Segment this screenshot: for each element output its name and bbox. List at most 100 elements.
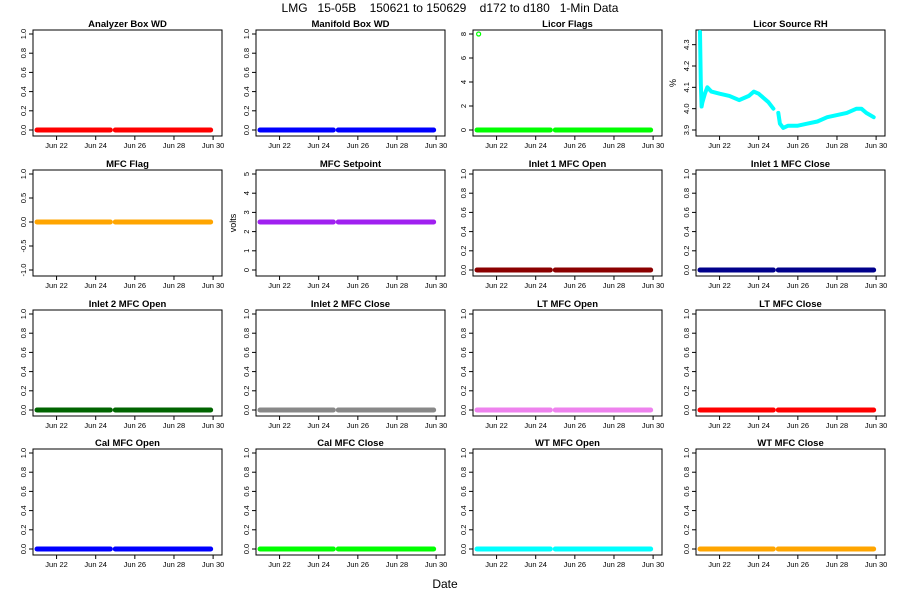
- x-tick-label: Jun 28: [603, 421, 626, 430]
- panel-4: Licor Source RH 3.9 4.0 4.1 4.2 4.3% Jun 22 Jun…: [668, 19, 887, 150]
- x-tick-label: Jun 24: [524, 421, 547, 430]
- y-tick-label: 0.6: [459, 207, 468, 217]
- x-tick-label: Jun 26: [347, 560, 370, 569]
- y-tick-label: 0.0: [19, 405, 28, 415]
- x-axis-label: Date: [432, 577, 458, 591]
- x-tick-label: Jun 30: [425, 141, 448, 150]
- x-tick-label: Jun 22: [485, 421, 508, 430]
- panel-title: MFC Setpoint: [320, 159, 382, 170]
- y-tick-label: 0.4: [19, 505, 28, 515]
- y-tick-label: 0.6: [242, 347, 251, 357]
- x-tick-label: Jun 24: [307, 281, 330, 290]
- y-tick-label: 0.2: [19, 525, 28, 535]
- y-tick-label: 0.2: [242, 386, 251, 396]
- plot-frame: [695, 169, 886, 277]
- y-tick-label: 4: [459, 80, 468, 84]
- y-tick-label: 0.0: [682, 544, 691, 554]
- panel-7: Inlet 1 MFC Open 0.0 0.2 0.4 0.6 0.8 1.0 Jun 22…: [459, 159, 664, 290]
- y-tick-label: 0.6: [682, 486, 691, 496]
- y-tick-label: 0.6: [242, 486, 251, 496]
- y-tick-label: 4.1: [682, 82, 691, 92]
- y-tick-label: 0.8: [682, 467, 691, 477]
- y-tick-label: 0: [459, 128, 468, 132]
- y-tick-label: 0.0: [682, 265, 691, 275]
- y-tick-label: 0.0: [19, 544, 28, 554]
- x-tick-label: Jun 30: [642, 560, 665, 569]
- x-tick-label: Jun 28: [386, 281, 409, 290]
- panel-title: WT MFC Close: [757, 438, 824, 449]
- y-tick-label: 0.6: [682, 347, 691, 357]
- panel-title: Inlet 1 MFC Open: [529, 159, 607, 170]
- y-tick-label: 0.4: [242, 505, 251, 515]
- y-tick-label: 1.0: [19, 448, 28, 458]
- x-tick-label: Jun 26: [124, 421, 147, 430]
- y-tick-label: 0.5: [19, 193, 28, 203]
- x-tick-label: Jun 22: [708, 281, 731, 290]
- x-tick-label: Jun 24: [747, 560, 770, 569]
- x-tick-label: Jun 24: [307, 141, 330, 150]
- x-tick-label: Jun 22: [45, 281, 68, 290]
- y-tick-label: 1.0: [459, 169, 468, 179]
- panel-13: Cal MFC Open 0.0 0.2 0.4 0.6 0.8 1.0 Jun 22 Jun …: [19, 438, 224, 569]
- y-tick-label: 0.4: [682, 505, 691, 515]
- x-tick-label: Jun 22: [708, 141, 731, 150]
- y-tick-label: 0.0: [19, 217, 28, 227]
- data-point: [476, 31, 482, 37]
- y-tick-label: 0.2: [19, 106, 28, 116]
- panel-6: MFC Setpoint 0 1 2 3 4 5 volts Jun 22 Jun 24 Jun 2…: [228, 159, 447, 290]
- x-tick-label: Jun 26: [564, 141, 587, 150]
- x-tick-label: Jun 26: [787, 560, 810, 569]
- y-tick-label: -0.5: [19, 240, 28, 253]
- x-tick-label: Jun 30: [642, 141, 665, 150]
- panel-title: LT MFC Close: [759, 299, 822, 310]
- y-tick-label: 0.0: [459, 405, 468, 415]
- plot-frame: [255, 29, 446, 137]
- x-tick-label: Jun 24: [84, 281, 107, 290]
- x-tick-label: Jun 26: [787, 141, 810, 150]
- panel-11: LT MFC Open 0.0 0.2 0.4 0.6 0.8 1.0 Jun 22 Jun 2…: [459, 299, 664, 430]
- y-tick-label: 1.0: [242, 309, 251, 319]
- plot-frame: [695, 309, 886, 417]
- y-tick-label: 1.0: [242, 448, 251, 458]
- x-tick-label: Jun 22: [45, 560, 68, 569]
- x-tick-label: Jun 26: [564, 560, 587, 569]
- y-tick-label: 0.6: [459, 486, 468, 496]
- panel-title: WT MFC Open: [535, 438, 600, 449]
- y-tick-label: 0.4: [459, 366, 468, 376]
- panel-2: Manifold Box WD 0.0 0.2 0.4 0.6 0.8 1.0 Jun 22 J…: [242, 19, 447, 150]
- y-tick-label: 1.0: [19, 169, 28, 179]
- x-tick-label: Jun 22: [45, 421, 68, 430]
- x-tick-label: Jun 28: [603, 141, 626, 150]
- panel-title: Inlet 2 MFC Close: [311, 299, 390, 310]
- x-tick-label: Jun 22: [268, 141, 291, 150]
- panel-title: Licor Source RH: [753, 19, 828, 30]
- data-series: [776, 106, 876, 130]
- y-tick-label: 0.0: [242, 125, 251, 135]
- y-tick-label: 0.8: [459, 188, 468, 198]
- x-tick-label: Jun 30: [202, 141, 225, 150]
- panel-title: LT MFC Open: [537, 299, 598, 310]
- plot-frame: [255, 309, 446, 417]
- y-tick-label: 0.4: [242, 366, 251, 376]
- x-tick-label: Jun 28: [163, 281, 186, 290]
- y-tick-label: 0.8: [242, 328, 251, 338]
- y-tick-label: 0.4: [682, 226, 691, 236]
- x-tick-label: Jun 22: [708, 421, 731, 430]
- panel-1: Analyzer Box WD 0.0 0.2 0.4 0.6 0.8 1.0 Jun 22 J…: [19, 19, 224, 150]
- x-tick-label: Jun 30: [865, 281, 888, 290]
- data-series: [698, 29, 776, 111]
- panel-3: Licor Flags 0 2 4 6 8 Jun 22 Jun 24 Jun 26 Jun 28…: [459, 19, 664, 150]
- y-tick-label: 2: [459, 104, 468, 108]
- x-tick-label: Jun 26: [347, 421, 370, 430]
- x-tick-label: Jun 24: [307, 421, 330, 430]
- y-tick-label: 1.0: [19, 309, 28, 319]
- x-tick-label: Jun 30: [865, 560, 888, 569]
- panel-12: LT MFC Close 0.0 0.2 0.4 0.6 0.8 1.0 Jun 22 Jun …: [682, 299, 887, 430]
- x-tick-label: Jun 24: [747, 281, 770, 290]
- y-tick-label: 3: [242, 210, 251, 214]
- x-tick-label: Jun 28: [163, 421, 186, 430]
- y-tick-label: 0.4: [19, 86, 28, 96]
- y-tick-label: 1.0: [682, 448, 691, 458]
- plot-frame: [472, 29, 663, 137]
